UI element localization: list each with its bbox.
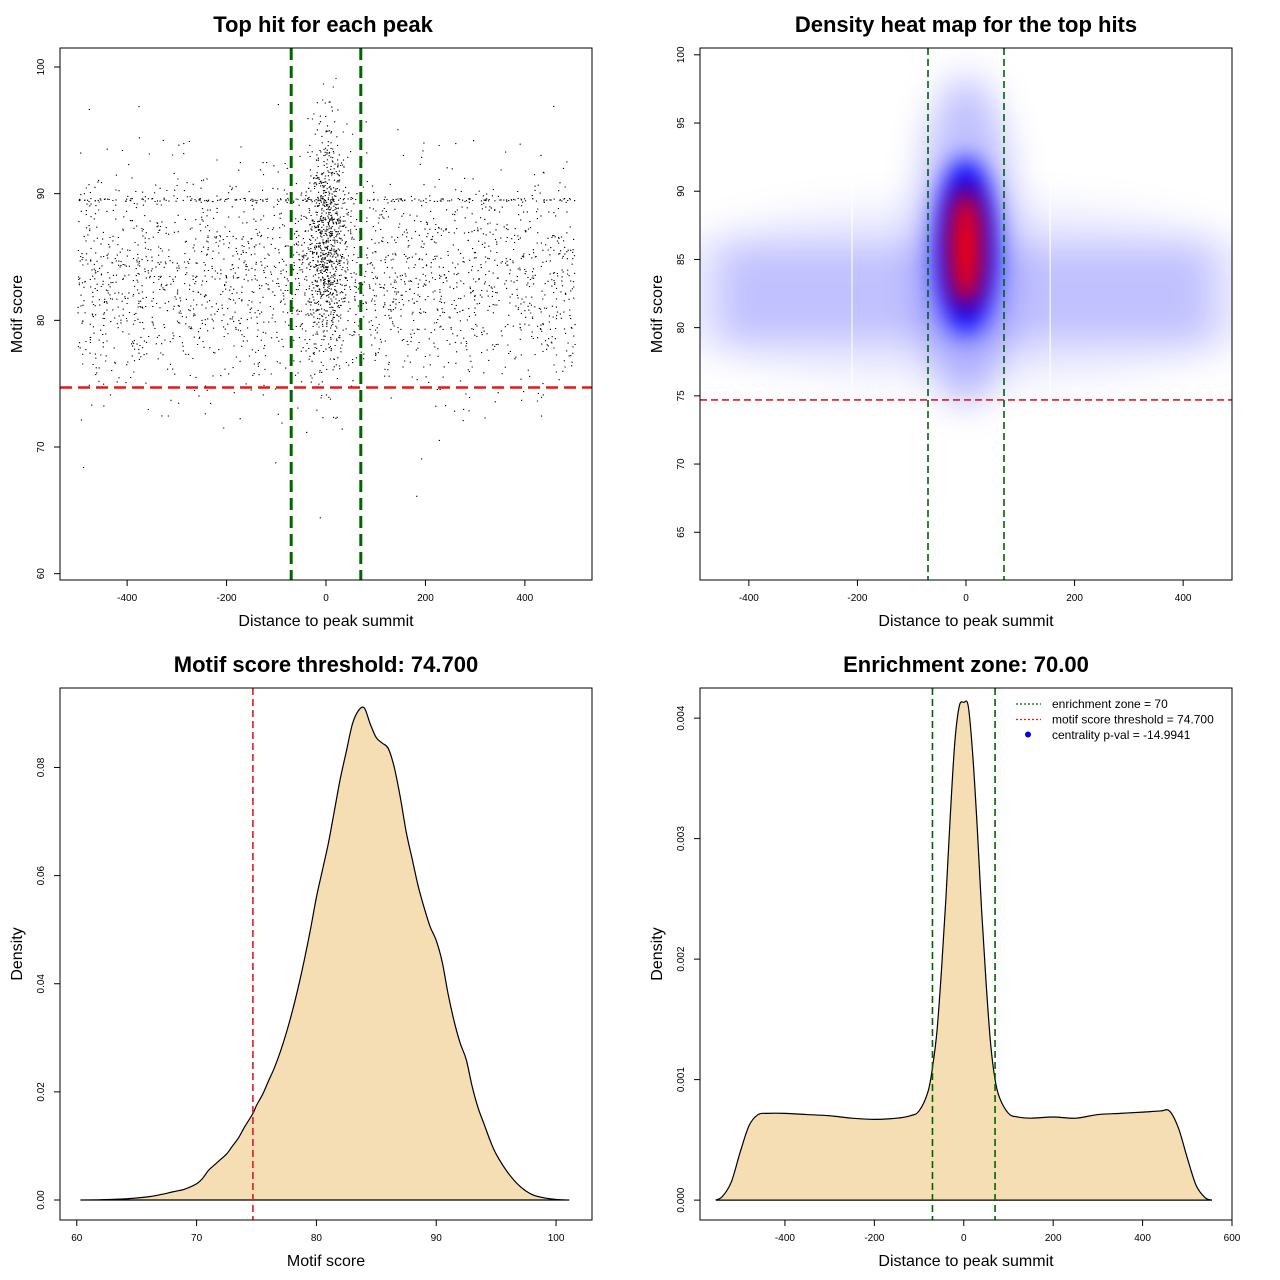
y-tick-label: 75 <box>676 390 687 402</box>
scatter-points <box>77 77 576 519</box>
y-tick-label: 90 <box>676 185 687 197</box>
density-area <box>715 701 1212 1201</box>
axes-scatter: -400 -200 0 200 400 60 70 80 90 100 Top hit for ea… <box>9 12 593 630</box>
legend-point-swatch <box>1025 731 1031 738</box>
x-tick-label: -400 <box>739 593 759 604</box>
y-tick-label: 0.06 <box>36 865 47 885</box>
x-tick-label: 400 <box>1175 593 1192 604</box>
legend: enrichment zone = 70 motif score threshol… <box>1016 697 1214 742</box>
y-tick-label: 80 <box>36 314 47 326</box>
y-tick-label: 85 <box>676 253 687 265</box>
chart-title: Motif score threshold: 74.700 <box>174 652 478 677</box>
chart-title: Enrichment zone: 70.00 <box>843 652 1089 677</box>
x-axis-label: Distance to peak summit <box>238 613 414 630</box>
density-curve <box>80 706 570 1201</box>
x-tick-label: 400 <box>1134 1233 1151 1244</box>
x-axis-label: Motif score <box>287 1253 365 1270</box>
x-tick-label: 200 <box>1045 1233 1062 1244</box>
y-axis-label: Density <box>9 927 26 980</box>
x-tick-label: -400 <box>117 593 137 604</box>
chart-title: Top hit for each peak <box>213 12 433 37</box>
y-tick-label: 70 <box>676 458 687 470</box>
density-curve <box>715 700 1213 1201</box>
y-tick-label: 0.003 <box>676 826 687 851</box>
density-area <box>80 707 570 1200</box>
x-tick-label: -400 <box>775 1233 795 1244</box>
heatmap-density <box>700 48 1232 580</box>
x-tick-label: 200 <box>1066 593 1083 604</box>
x-tick-label: 100 <box>548 1233 565 1244</box>
axes-distance-density: -400 -200 0 200 400 600 0.000 0.001 0.002 0.003 0.… <box>649 652 1241 1270</box>
x-tick-label: -200 <box>847 593 867 604</box>
y-tick-label: 65 <box>676 526 687 538</box>
y-tick-label: 0.02 <box>36 1082 47 1102</box>
y-tick-label: 0.08 <box>36 757 47 777</box>
y-axis-label: Motif score <box>9 275 26 353</box>
plot-frame <box>59 687 593 1221</box>
y-tick-label: 95 <box>676 117 687 129</box>
y-tick-label: 100 <box>676 46 687 63</box>
y-axis-label: Density <box>649 927 666 980</box>
x-tick-label: 400 <box>517 593 534 604</box>
x-axis-label: Distance to peak summit <box>878 1253 1054 1270</box>
plot-frame <box>699 687 1233 1221</box>
heatmap-peak <box>949 187 983 308</box>
scatter-point-cloud <box>77 77 576 519</box>
plot-frame <box>59 47 593 581</box>
axes-heatmap: -400 -200 0 200 400 65 70 75 80 85 90 95 100 Density … <box>649 12 1233 630</box>
y-tick-label: 0.002 <box>676 946 687 971</box>
axes-score-density: 60 70 80 90 100 0.00 0.02 0.04 0.06 0.08 Motif sco… <box>9 652 593 1270</box>
legend-entry-label: enrichment zone = 70 <box>1052 697 1168 711</box>
y-tick-label: 0.001 <box>676 1067 687 1092</box>
y-tick-label: 70 <box>36 441 47 453</box>
x-tick-label: 0 <box>963 593 969 604</box>
x-tick-label: 90 <box>431 1233 443 1244</box>
legend-entry-label: motif score threshold = 74.700 <box>1052 713 1214 727</box>
x-tick-label: 600 <box>1224 1233 1241 1244</box>
x-tick-label: 70 <box>191 1233 203 1244</box>
x-tick-label: 80 <box>311 1233 323 1244</box>
y-tick-label: 90 <box>36 188 47 200</box>
y-tick-label: 80 <box>676 322 687 334</box>
x-tick-label: 200 <box>417 593 434 604</box>
plot-frame <box>699 47 1233 581</box>
y-tick-label: 0.00 <box>36 1190 47 1210</box>
chart-title: Density heat map for the top hits <box>795 12 1137 37</box>
x-tick-label: 60 <box>71 1233 83 1244</box>
y-tick-label: 0.000 <box>676 1187 687 1212</box>
x-tick-label: -200 <box>217 593 237 604</box>
y-axis-label: Motif score <box>649 275 666 353</box>
legend-entry-label: centrality p-val = -14.9941 <box>1052 728 1191 742</box>
y-tick-label: 0.04 <box>36 974 47 994</box>
x-tick-label: 0 <box>323 593 329 604</box>
x-tick-label: -200 <box>864 1233 884 1244</box>
x-axis-label: Distance to peak summit <box>878 613 1054 630</box>
y-tick-label: 60 <box>36 568 47 580</box>
y-tick-label: 100 <box>36 58 47 75</box>
y-tick-label: 0.004 <box>676 705 687 730</box>
x-tick-label: 0 <box>961 1233 967 1244</box>
